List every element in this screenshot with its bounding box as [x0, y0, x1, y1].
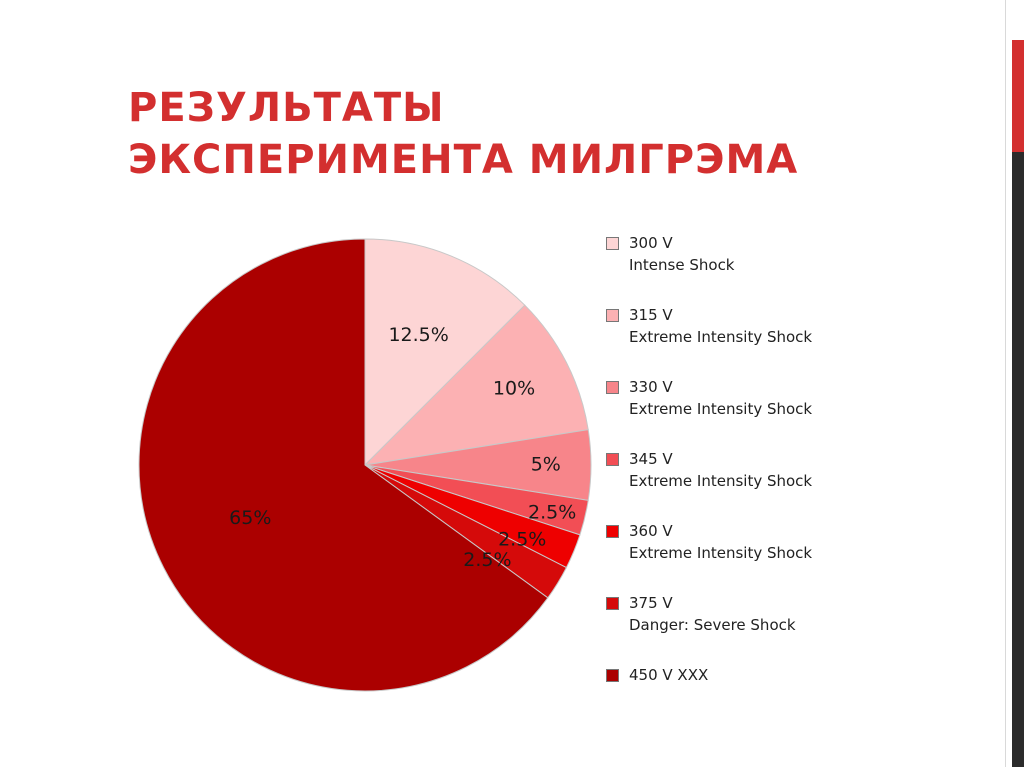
- title-line-1: РЕЗУЛЬТАТЫ: [128, 85, 445, 131]
- legend-label-2: 315 V Extreme Intensity Shock: [629, 304, 886, 348]
- legend-label-5-line-2: Extreme Intensity Shock: [629, 544, 813, 562]
- legend-label-6-line-2: Danger: Severe Shock: [629, 616, 796, 634]
- legend-swatch-3: [606, 381, 619, 394]
- legend-label-1: 300 V Intense Shock: [629, 232, 886, 276]
- legend-swatch-5: [606, 525, 619, 538]
- legend-label-4: 345 V Extreme Intensity Shock: [629, 448, 886, 492]
- pie-slice-2: [363, 304, 589, 466]
- legend-swatch-4: [606, 453, 619, 466]
- legend-label-1-line-1: 300 V: [629, 234, 673, 252]
- legend-label-5-line-1: 360 V: [629, 522, 673, 540]
- legend-label-4-line-2: Extreme Intensity Shock: [629, 472, 813, 490]
- slide-frame-line: [1005, 0, 1006, 767]
- legend-item-7: 450 V XXX: [606, 664, 886, 736]
- slice-label-4: 2.5%: [528, 501, 576, 523]
- slice-label-1: 12.5%: [388, 324, 448, 346]
- accent-bar-dark: [1012, 152, 1024, 767]
- legend-label-7: 450 V XXX: [629, 664, 886, 686]
- legend-label-3: 330 V Extreme Intensity Shock: [629, 376, 886, 420]
- legend-label-3-line-2: Extreme Intensity Shock: [629, 400, 813, 418]
- slice-label-5: 2.5%: [498, 528, 546, 550]
- legend-swatch-7: [606, 669, 619, 682]
- legend-label-6-line-1: 375 V: [629, 594, 673, 612]
- legend-item-1: 300 V Intense Shock: [606, 232, 886, 304]
- slice-label-2: 10%: [493, 378, 535, 400]
- legend-label-4-line-1: 345 V: [629, 450, 673, 468]
- pie-chart: 12.5%10%5%2.5%2.5%2.5%65%: [138, 238, 592, 692]
- legend-item-2: 315 V Extreme Intensity Shock: [606, 304, 886, 376]
- legend-swatch-2: [606, 309, 619, 322]
- legend-label-6: 375 V Danger: Severe Shock: [629, 592, 886, 636]
- pie-slice-7: [138, 238, 549, 692]
- legend-swatch-6: [606, 597, 619, 610]
- slice-label-7: 65%: [229, 507, 271, 529]
- legend-label-3-line-1: 330 V: [629, 378, 673, 396]
- legend-swatch-1: [606, 237, 619, 250]
- legend-label-5: 360 V Extreme Intensity Shock: [629, 520, 886, 564]
- chart-legend: 300 V Intense Shock 315 V Extreme Intensity…: [606, 232, 886, 736]
- slide-title: РЕЗУЛЬТАТЫ ЭКСПЕРИМЕНТА МИЛГРЭМА: [128, 82, 798, 186]
- legend-label-2-line-2: Extreme Intensity Shock: [629, 328, 813, 346]
- pie-slice-1: [364, 238, 526, 467]
- legend-label-1-line-2: Intense Shock: [629, 256, 735, 274]
- legend-label-7-line-1: 450 V XXX: [629, 666, 709, 684]
- slice-label-6: 2.5%: [463, 549, 511, 571]
- slice-label-3: 5%: [531, 454, 561, 476]
- legend-item-3: 330 V Extreme Intensity Shock: [606, 376, 886, 448]
- legend-label-2-line-1: 315 V: [629, 306, 673, 324]
- legend-item-4: 345 V Extreme Intensity Shock: [606, 448, 886, 520]
- legend-item-6: 375 V Danger: Severe Shock: [606, 592, 886, 664]
- title-line-2: ЭКСПЕРИМЕНТА МИЛГРЭМА: [128, 137, 799, 183]
- accent-bar-red: [1012, 40, 1024, 152]
- legend-item-5: 360 V Extreme Intensity Shock: [606, 520, 886, 592]
